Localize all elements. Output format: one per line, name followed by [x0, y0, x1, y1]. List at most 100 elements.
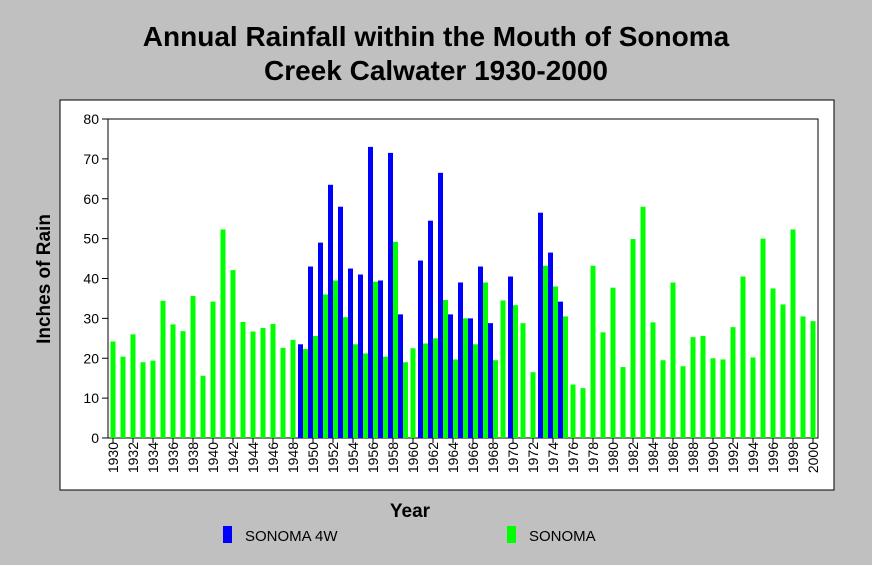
- bar-sonoma-1961: [423, 343, 428, 438]
- x-tick-label: 1948: [285, 442, 301, 473]
- x-tick-label: 1934: [145, 442, 161, 473]
- bar-sonoma-1979: [600, 332, 606, 438]
- bar-sonoma-1980: [610, 287, 616, 438]
- bar-sonoma-1974: [553, 286, 558, 438]
- chart-title-line1: Annual Rainfall within the Mouth of Sono…: [142, 21, 730, 52]
- bar-sonoma-1998: [790, 229, 796, 438]
- x-tick-label: 1958: [385, 442, 401, 473]
- x-tick-label: 1960: [405, 442, 421, 473]
- y-axis-label: Inches of Rain: [34, 214, 55, 344]
- x-tick-label: 1942: [225, 442, 241, 473]
- y-tick-label: 30: [83, 310, 99, 326]
- bar-sonoma-1978: [590, 265, 596, 438]
- bar-sonoma-4w-1953: [338, 206, 343, 438]
- x-tick-label: 1998: [785, 442, 801, 473]
- x-tick-label: 1940: [205, 442, 221, 473]
- bar-sonoma-1964: [453, 359, 458, 438]
- bar-sonoma-1952: [333, 280, 338, 438]
- bar-sonoma-1946: [270, 323, 276, 438]
- bar-sonoma-1997: [780, 304, 786, 438]
- y-tick-label: 50: [83, 231, 99, 247]
- x-tick-label: 1946: [265, 442, 281, 473]
- x-tick-label: 1964: [445, 442, 461, 473]
- bar-sonoma-1947: [280, 347, 286, 438]
- bar-sonoma-1948: [290, 339, 296, 438]
- bar-sonoma-4w-1974: [548, 252, 553, 438]
- bar-sonoma-1962: [433, 338, 438, 438]
- x-tick-label: 1978: [585, 442, 601, 473]
- x-tick-label: 1980: [605, 442, 621, 473]
- bar-sonoma-1934: [150, 360, 156, 438]
- legend-swatch-sonoma: [507, 526, 516, 543]
- bar-sonoma-1975: [563, 316, 568, 438]
- bar-sonoma-1939: [200, 375, 206, 438]
- bar-sonoma-4w-1955: [358, 274, 363, 438]
- x-tick-label: 1990: [705, 442, 721, 473]
- y-axis: 0 10 20 30 40 50 60 70 80: [83, 111, 108, 446]
- bar-sonoma-4w-1966: [468, 318, 473, 438]
- bar-sonoma-1965: [463, 318, 468, 438]
- bar-sonoma-4w-1965: [458, 282, 463, 438]
- bars-layer: [110, 146, 816, 439]
- bar-sonoma-4w-1954: [348, 268, 353, 438]
- bar-sonoma-2000: [810, 321, 816, 438]
- bar-sonoma-1945: [260, 327, 266, 438]
- legend-label-sonoma-4w: SONOMA 4W: [245, 528, 338, 545]
- legend: SONOMA 4W SONOMA: [223, 526, 596, 545]
- bar-sonoma-4w-1951: [318, 242, 323, 438]
- bar-sonoma-4w-1962: [428, 220, 433, 438]
- bar-sonoma-1966: [473, 344, 478, 438]
- x-tick-label: 1950: [305, 442, 321, 473]
- bar-sonoma-1977: [580, 388, 586, 438]
- bar-sonoma-1989: [700, 335, 706, 438]
- bar-sonoma-1973: [543, 265, 548, 438]
- bar-sonoma-4w-1949: [298, 344, 303, 438]
- x-axis-label: Year: [390, 501, 431, 522]
- x-tick-label: 1994: [745, 442, 761, 473]
- x-tick-label: 1996: [765, 442, 781, 473]
- bar-sonoma-1938: [190, 296, 196, 438]
- legend-label-sonoma: SONOMA: [529, 528, 596, 545]
- bar-sonoma-1967: [483, 282, 488, 438]
- legend-swatch-sonoma-4w: [223, 526, 232, 543]
- bar-sonoma-4w-1967: [478, 266, 483, 438]
- bar-sonoma-1956: [373, 281, 378, 438]
- bar-sonoma-1984: [650, 322, 656, 438]
- bar-sonoma-1970: [513, 305, 518, 438]
- bar-sonoma-1983: [640, 206, 646, 438]
- bar-sonoma-1996: [770, 288, 776, 438]
- bar-sonoma-1942: [230, 270, 236, 438]
- bar-sonoma-1972: [530, 372, 536, 438]
- chart-title: Annual Rainfall within the Mouth of Sono…: [0, 20, 872, 88]
- y-tick-label: 0: [91, 430, 99, 446]
- bar-sonoma-1943: [240, 321, 246, 438]
- bar-sonoma-4w-1950: [308, 266, 313, 438]
- bar-sonoma-1969: [500, 300, 506, 438]
- x-tick-label: 1952: [325, 442, 341, 473]
- bar-sonoma-1999: [800, 316, 806, 438]
- bar-sonoma-1960: [410, 348, 416, 438]
- bar-sonoma-4w-1968: [488, 323, 493, 438]
- bar-sonoma-1937: [180, 331, 186, 438]
- bar-sonoma-4w-1975: [558, 301, 563, 438]
- y-tick-label: 60: [83, 191, 99, 207]
- x-tick-label: 1986: [665, 442, 681, 473]
- bar-sonoma-4w-1963: [438, 172, 443, 439]
- bar-sonoma-1988: [690, 337, 696, 438]
- bar-sonoma-1971: [520, 323, 526, 438]
- bar-sonoma-1994: [750, 357, 756, 438]
- x-tick-label: 1988: [685, 442, 701, 473]
- bar-sonoma-4w-1973: [538, 212, 543, 438]
- x-tick-label: 1984: [645, 442, 661, 473]
- y-tick-label: 70: [83, 151, 99, 167]
- x-tick-label: 1992: [725, 442, 741, 473]
- bar-sonoma-1950: [313, 335, 318, 438]
- x-tick-label: 1954: [345, 442, 361, 473]
- bar-sonoma-1990: [710, 358, 716, 438]
- x-tick-label: 1938: [185, 442, 201, 473]
- bar-sonoma-1993: [740, 276, 746, 438]
- x-tick-label: 1956: [365, 442, 381, 473]
- x-axis: 1930 1932 1934 1936 1938 1940 1942 1944 1946 1948…: [105, 438, 821, 473]
- bar-sonoma-1932: [130, 334, 136, 438]
- bar-sonoma-4w-1958: [388, 152, 393, 439]
